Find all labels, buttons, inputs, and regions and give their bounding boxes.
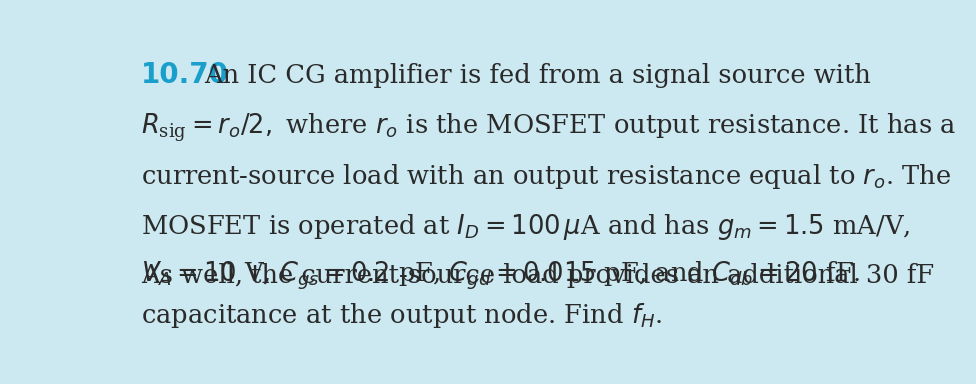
Text: 10.70: 10.70 (141, 61, 229, 89)
Text: An IC CG amplifier is fed from a signal source with: An IC CG amplifier is fed from a signal … (204, 63, 871, 88)
Text: As well, the current-source load provides an additional 30 fF: As well, the current-source load provide… (141, 263, 934, 288)
Text: current-source load with an output resistance equal to $r_o$. The: current-source load with an output resis… (141, 162, 951, 190)
Text: $V_A = 10$ V, $C_{gs} = 0.2$ pF, $C_{gd} = 0.015$ pF, and $C_{db} = 20$ fF.: $V_A = 10$ V, $C_{gs} = 0.2$ pF, $C_{gd}… (141, 259, 861, 291)
Text: capacitance at the output node. Find $f_H$.: capacitance at the output node. Find $f_… (141, 301, 663, 329)
Text: MOSFET is operated at $I_D = 100\,\mu$A and has $g_m = 1.5$ mA/V,: MOSFET is operated at $I_D = 100\,\mu$A … (141, 212, 911, 242)
Text: $R_{\mathregular{sig}} = r_o/2,$ where $r_o$ is the MOSFET output resistance. It: $R_{\mathregular{sig}} = r_o/2,$ where $… (141, 111, 956, 144)
